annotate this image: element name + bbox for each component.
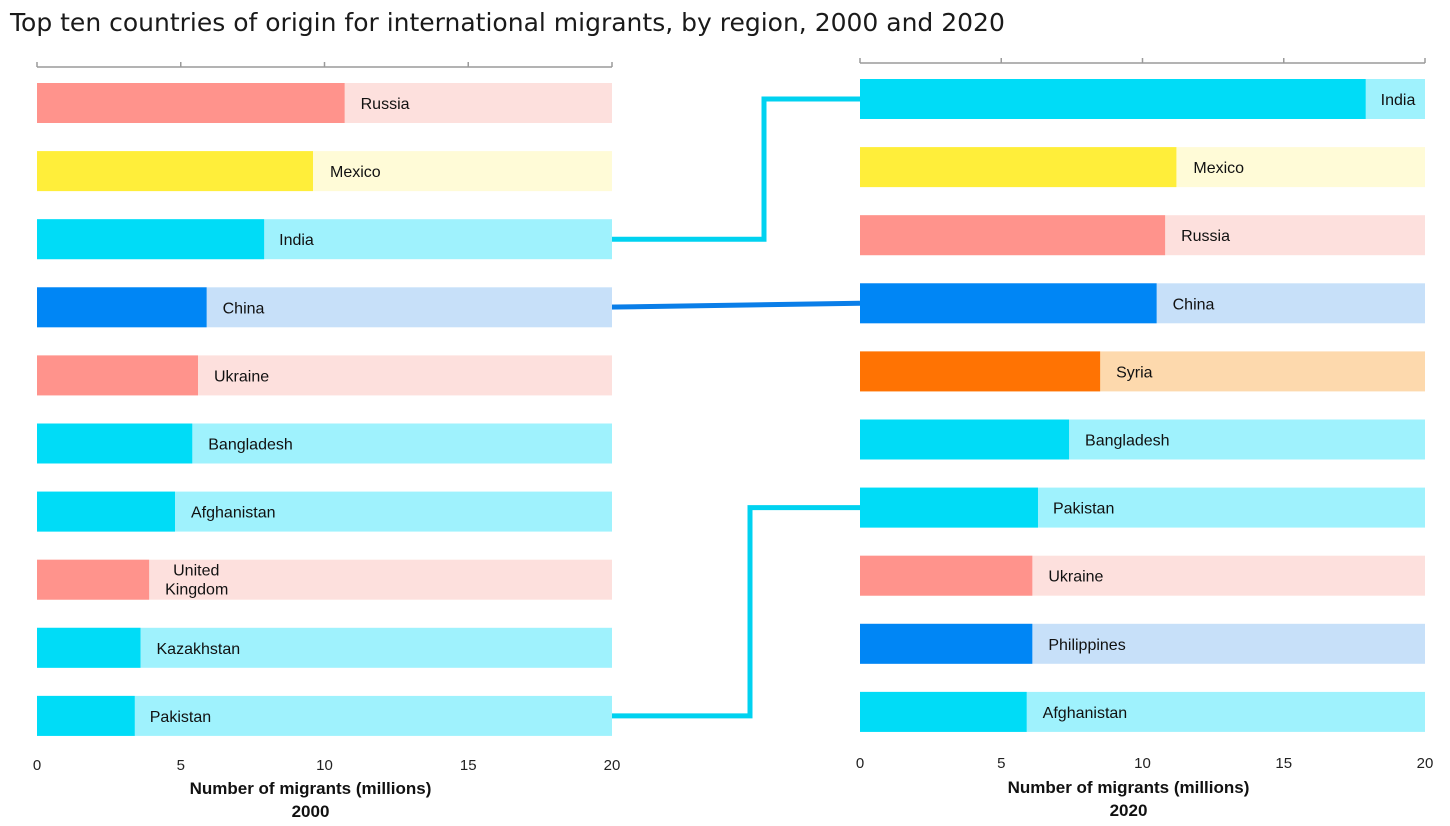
bar-india <box>860 79 1366 119</box>
panel-2000: Russia Mexico India China Ukraine Bangladesh A… <box>33 62 621 821</box>
bar-pakistan <box>860 487 1038 528</box>
bar-label: Afghanistan <box>191 505 276 522</box>
bar-bangladesh <box>860 419 1070 460</box>
bar-ukraine <box>37 355 198 396</box>
bar-label: Ukraine <box>214 368 269 385</box>
bar-label: Syria <box>1116 364 1153 381</box>
bar-russia <box>37 83 345 123</box>
bar-afghanistan <box>860 691 1027 732</box>
bar-united-kingdom <box>37 559 150 600</box>
bar-mexico <box>37 151 313 192</box>
tick-label: 5 <box>177 757 185 774</box>
bar-label: China <box>1173 296 1215 313</box>
bar-afghanistan <box>37 491 175 532</box>
tick-label: 10 <box>1134 755 1151 772</box>
bar-china <box>860 283 1157 324</box>
panel-2020: India Mexico Russia China Syria Bangladesh Pak… <box>856 58 1434 820</box>
bar-label: Mexico <box>330 164 381 181</box>
bar-label: Bangladesh <box>1085 433 1170 450</box>
bar-label: Russia <box>1181 228 1230 245</box>
panel-year-label: 2020 <box>1110 801 1148 820</box>
bar-label: Philippines <box>1048 637 1125 654</box>
bar-india <box>37 219 265 260</box>
bar-russia <box>860 215 1166 256</box>
bar-ukraine <box>860 555 1033 596</box>
bar-label: Bangladesh <box>208 437 293 454</box>
bar-label: India <box>279 232 314 249</box>
connector-pakistan <box>597 505 860 719</box>
bar-label: United Kingdom <box>165 563 228 599</box>
bar-mexico <box>860 147 1177 188</box>
tick-label: 20 <box>604 757 621 774</box>
bar-philippines <box>860 623 1033 664</box>
tick-label: 15 <box>460 757 477 774</box>
bar-syria <box>860 351 1101 392</box>
bar-label: Ukraine <box>1048 569 1103 586</box>
bar-label: Pakistan <box>1053 501 1114 518</box>
connector-china <box>596 300 861 310</box>
tick-label: 10 <box>316 757 333 774</box>
bar-label: Russia <box>361 96 410 113</box>
bar-label: India <box>1381 92 1416 109</box>
panel-year-label: 2000 <box>292 802 330 821</box>
connector-india <box>597 96 860 242</box>
x-axis-title: Number of migrants (millions) <box>190 779 432 798</box>
bar-label: Kazakhstan <box>157 641 241 658</box>
bar-label: Pakistan <box>150 709 211 726</box>
tick-label: 15 <box>1275 755 1292 772</box>
tick-label: 20 <box>1417 755 1434 772</box>
bar-bangladesh <box>37 423 193 464</box>
bar-kazakhstan <box>37 627 141 668</box>
x-axis-title: Number of migrants (millions) <box>1008 778 1250 797</box>
tick-label: 0 <box>33 757 41 774</box>
rank-connectors <box>596 96 861 719</box>
bar-label: Mexico <box>1193 160 1244 177</box>
tick-label: 5 <box>997 755 1005 772</box>
bar-pakistan <box>37 695 135 736</box>
bar-label: Afghanistan <box>1043 705 1128 722</box>
bar-label: China <box>223 300 265 317</box>
chart-title: Top ten countries of origin for internat… <box>9 8 1005 37</box>
tick-label: 0 <box>856 755 864 772</box>
bar-china <box>37 287 207 328</box>
